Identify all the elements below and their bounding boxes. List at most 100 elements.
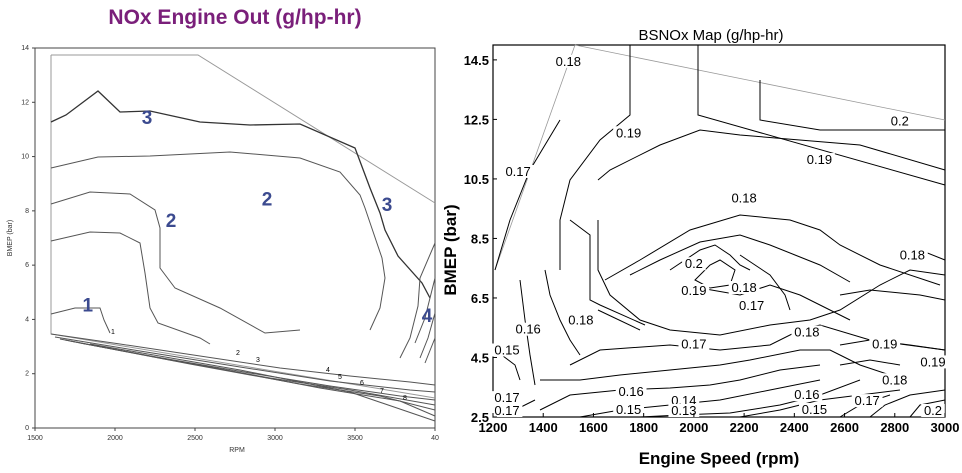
right-x-tick-label: 3000 [931, 420, 960, 435]
right-contour-label: 0.17 [739, 298, 764, 313]
left-contour-label: 7 [380, 388, 384, 395]
right-y-tick-label: 12.5 [464, 112, 489, 127]
right-contour-label: 0.17 [494, 390, 519, 405]
right-contour-label: 0.18 [556, 54, 581, 69]
left-region-label: 3 [142, 108, 153, 129]
right-x-tick-label: 2400 [780, 420, 809, 435]
right-contour-label-bg [888, 114, 912, 128]
right-contour-label: 0.16 [515, 322, 540, 337]
right-contour-label: 0.18 [900, 247, 925, 262]
left-contour-label: 5 [338, 374, 342, 381]
right-contour-label-bg [678, 283, 710, 297]
right-contour-label: 0.18 [882, 372, 907, 387]
left-x-tick-label: 3000 [267, 435, 283, 442]
right-y-tick-label: 4.5 [471, 350, 489, 365]
right-contour-label: 0.2 [891, 113, 909, 128]
right-contour-label-bg [896, 248, 928, 262]
right-contour-label: 0.19 [681, 283, 706, 298]
right-contour-label: 0.18 [731, 191, 756, 206]
right-contour-label-bg [552, 54, 584, 68]
right-contour-label-bg [613, 126, 644, 140]
right-contour-label: 0.19 [920, 354, 945, 369]
left-x-tick-label: 40 [431, 435, 439, 442]
right-contour-label-bg [799, 403, 830, 417]
right-plot-frame [492, 44, 946, 418]
right-x-tick-label: 2600 [830, 420, 859, 435]
right-contour-label: 0.17 [681, 337, 706, 352]
right-contour-label-bg [491, 343, 523, 357]
left-region-label: 2 [262, 189, 273, 210]
right-contour-label-bg [668, 394, 700, 408]
right-x-tick-label: 2200 [730, 420, 759, 435]
right-contour-label: 0.16 [618, 384, 643, 399]
right-contour-label-bg [728, 281, 760, 295]
left-contour-label: 6 [360, 380, 364, 387]
right-contour-label-bg [921, 404, 945, 417]
right-contour-label-bg [682, 257, 706, 271]
right-contour-label-bg [615, 385, 647, 399]
right-contour-label: 0.19 [872, 337, 897, 352]
right-contour-label-bg [879, 373, 911, 387]
right-contour-label-bg [512, 322, 544, 336]
right-contour-label: 0.2 [685, 256, 703, 271]
right-contour-label: 0.15 [802, 402, 827, 417]
right-contours [494, 45, 946, 418]
left-y-axis-label: BMEP (bar) [7, 220, 14, 256]
left-x-tick-label: 2000 [107, 435, 123, 442]
left-y-tick-label: 8 [25, 208, 29, 215]
right-contour-label-bg [678, 337, 710, 351]
right-y-tick-label: 2.5 [471, 410, 489, 425]
right-contour-label-bg [917, 355, 949, 369]
left-region-label: 4 [422, 306, 433, 327]
left-region-label: 2 [166, 211, 177, 232]
right-contour-label-bg [491, 404, 523, 417]
right-contour-label: 0.2 [924, 403, 942, 418]
right-contour-label-bg [728, 191, 760, 205]
right-x-tick-label: 1200 [479, 420, 508, 435]
left-plot-frame [34, 47, 436, 429]
right-contour-label: 0.19 [616, 125, 641, 140]
right-contour-label: 0.15 [494, 343, 519, 358]
right-contour-label-bg [502, 164, 534, 178]
right-x-tick-label: 1400 [529, 420, 558, 435]
left-contour-label: 2 [236, 350, 240, 357]
right-contour-label: 0.18 [568, 313, 593, 328]
left-region-label: 3 [382, 195, 393, 216]
right-x-tick-label: 2000 [679, 420, 708, 435]
left-y-tick-label: 4 [25, 316, 29, 323]
left-y-tick-label: 0 [25, 425, 29, 432]
left-y-tick-label: 10 [21, 154, 29, 161]
left-x-tick-label: 3500 [347, 435, 363, 442]
right-chart-title: BSNOx Map (g/hp-hr) [638, 27, 783, 44]
right-contour-label-bg [565, 313, 597, 327]
right-contour-label: 0.17 [854, 393, 879, 408]
left-contour-label: 1 [111, 329, 115, 336]
right-x-tick-label: 1800 [629, 420, 658, 435]
right-contour-label: 0.18 [794, 325, 819, 340]
right-contour-label: 0.17 [505, 164, 530, 179]
right-contour-label: 0.18 [731, 280, 756, 295]
left-x-tick-label: 1500 [27, 435, 43, 442]
right-x-tick-label: 2800 [880, 420, 909, 435]
right-contour-label-bg [869, 337, 901, 351]
right-y-tick-label: 6.5 [471, 291, 489, 306]
right-contour-label-bg [668, 404, 700, 417]
right-x-axis-label: Engine Speed (rpm) [639, 449, 800, 468]
right-y-tick-label: 10.5 [464, 172, 489, 187]
right-contour-label-bg [804, 153, 835, 167]
right-x-tick-label: 1600 [579, 420, 608, 435]
right-contour-label: 0.15 [616, 402, 641, 417]
left-chart-title: NOx Engine Out (g/hp-hr) [108, 6, 362, 29]
right-y-tick-label: 8.5 [471, 231, 489, 246]
left-y-tick-label: 12 [21, 99, 29, 106]
right-contour-label: 0.19 [807, 152, 832, 167]
right-contour-label-bg [491, 391, 523, 405]
right-contour-label-bg [613, 403, 644, 417]
left-contours [50, 90, 436, 422]
right-contour-label: 0.13 [671, 403, 696, 418]
right-contour-label: 0.16 [794, 387, 819, 402]
left-region-label: 1 [83, 295, 94, 316]
bsnox-map-contour-chart: BSNOx Map (g/hp-hr) 0.180 [440, 20, 962, 472]
left-y-tick-label: 2 [25, 371, 29, 378]
